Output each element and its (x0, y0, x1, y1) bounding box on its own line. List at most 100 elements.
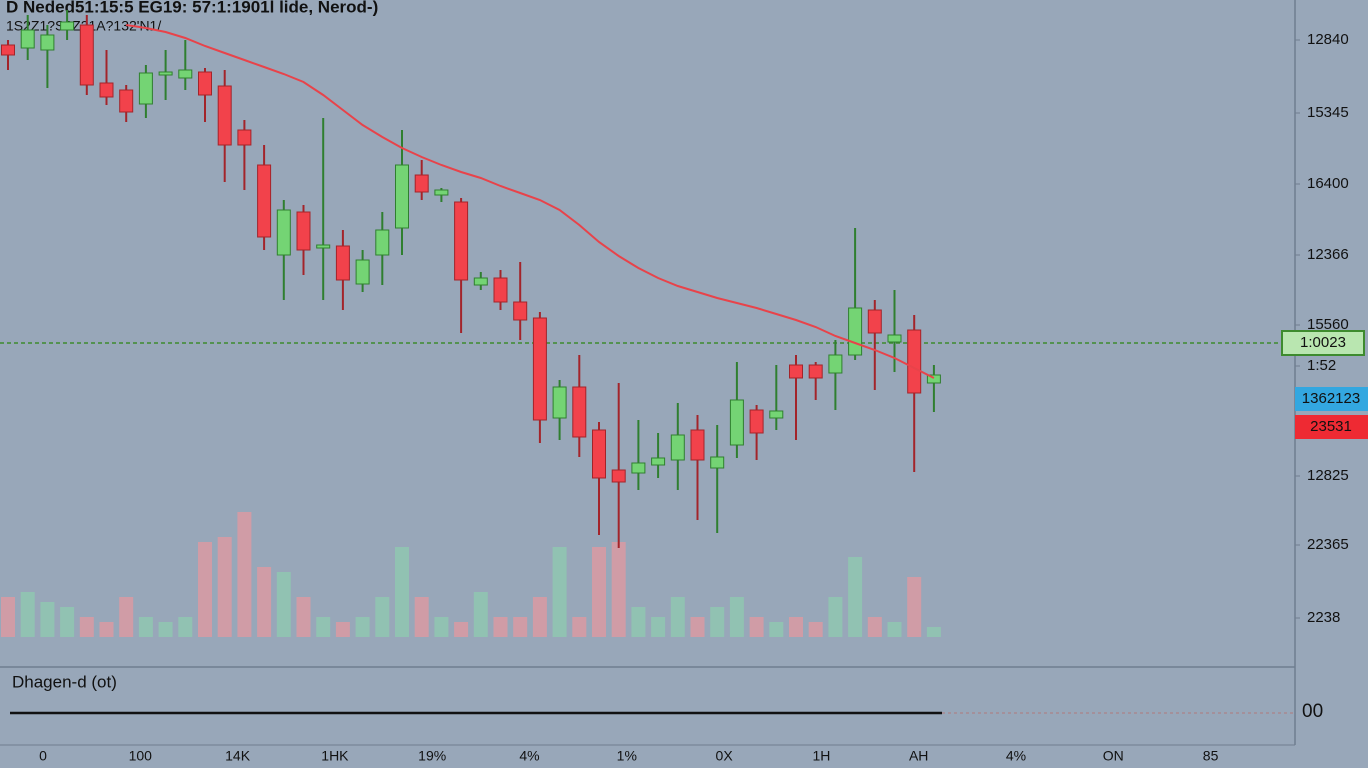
volume-bar (434, 617, 449, 637)
volume-bar (414, 597, 429, 637)
volume-bar (552, 547, 567, 637)
volume-bar (79, 617, 94, 637)
volume-bar (40, 602, 55, 637)
candle-body (217, 85, 232, 146)
candle-body (178, 69, 193, 79)
candle-body (296, 211, 311, 251)
candle-body (808, 364, 823, 379)
candle-body (158, 71, 173, 76)
x-tick-label: 85 (1203, 748, 1219, 764)
candle-body (257, 164, 272, 238)
candle-body (395, 164, 409, 229)
volume-bar (257, 567, 272, 637)
x-tick-label: 0 (39, 748, 47, 764)
candle-body (907, 329, 922, 394)
level-tag-label: 1:0023 (1300, 334, 1346, 351)
x-tick-label: 1% (617, 748, 637, 764)
candle-body (769, 410, 784, 419)
price-tag-label: 1362123 (1302, 390, 1360, 407)
volume-bar (907, 577, 922, 637)
indicator-title: Dhagen-d (ot) (12, 672, 117, 691)
volume-bar (355, 617, 370, 637)
candle-body (848, 307, 863, 356)
volume-bar (789, 617, 803, 637)
volume-bar (887, 622, 902, 637)
volume-bar (769, 622, 784, 637)
x-tick-label: 4% (1006, 748, 1026, 764)
volume-bar (828, 597, 843, 637)
volume-bar (749, 617, 764, 637)
candle-body (611, 469, 626, 483)
candle-body (532, 317, 547, 421)
candle-body (690, 429, 705, 461)
volume-bar (454, 622, 469, 637)
price-tag (1295, 415, 1368, 439)
volume-bar (158, 622, 173, 637)
candle-body (1, 44, 15, 56)
y-tick-label: 12825 (1307, 467, 1349, 484)
volume-bar (276, 572, 291, 637)
candle-body (926, 374, 941, 384)
volume-bar (729, 597, 744, 637)
x-tick-label: ON (1103, 748, 1124, 764)
candle-body (276, 209, 291, 256)
candle-body (316, 244, 331, 249)
price-tag (1295, 387, 1368, 411)
volume-bar (198, 542, 212, 637)
volume-bar (493, 617, 508, 637)
volume-bar (375, 597, 390, 637)
volume-bar (316, 617, 331, 637)
candle-body (375, 229, 390, 256)
volume-bar (808, 622, 823, 637)
volume-bar (138, 617, 153, 637)
volume-bar (20, 592, 35, 637)
volume-bar (651, 617, 666, 637)
candle-body (710, 456, 725, 469)
candle-body (99, 82, 114, 98)
volume-bar (592, 547, 606, 637)
candle-body (572, 386, 587, 438)
candle-body (355, 259, 370, 285)
level-tag (1281, 330, 1365, 356)
candle-body (749, 409, 764, 434)
candle-body (20, 29, 35, 49)
volume-bar (473, 592, 488, 637)
volume-bar (572, 617, 587, 637)
volume-bar (296, 597, 311, 637)
volume-bar (611, 542, 626, 637)
candle-body (887, 334, 902, 343)
moving-average (126, 24, 935, 379)
indicator-label: 00 (1302, 701, 1323, 722)
candle-body (138, 72, 153, 105)
volume-bar (237, 512, 252, 637)
volume-bar (631, 607, 646, 637)
candle-body (552, 386, 567, 419)
x-tick-label: 19% (418, 748, 446, 764)
candle-body (670, 434, 685, 461)
y-tick-label: 22365 (1307, 536, 1349, 553)
chart-title: D Neded51:15:5 EG19: 57:1:1901l lide, Ne… (6, 0, 378, 16)
candle-body (40, 34, 55, 51)
volume-bar (532, 597, 547, 637)
volume-bar (848, 557, 863, 637)
volume-bar (867, 617, 882, 637)
volume-bar (1, 597, 15, 637)
candle-body (651, 457, 666, 466)
volume-bar (335, 622, 350, 637)
volume-bar (513, 617, 528, 637)
candle-body (592, 429, 606, 479)
candle-body (237, 129, 252, 146)
candle-body (493, 277, 508, 303)
x-tick-label: 14K (225, 748, 251, 764)
price-tag-label: 23531 (1310, 418, 1352, 435)
volume-bar (178, 617, 193, 637)
y-tick-label: 2238 (1307, 609, 1340, 626)
candle-body (414, 174, 429, 193)
x-tick-label: AH (909, 748, 928, 764)
x-tick-label: 1HK (321, 748, 349, 764)
volume-bar (99, 622, 114, 637)
candle-body (513, 301, 528, 321)
y-tick-label: 12840 (1307, 31, 1349, 48)
